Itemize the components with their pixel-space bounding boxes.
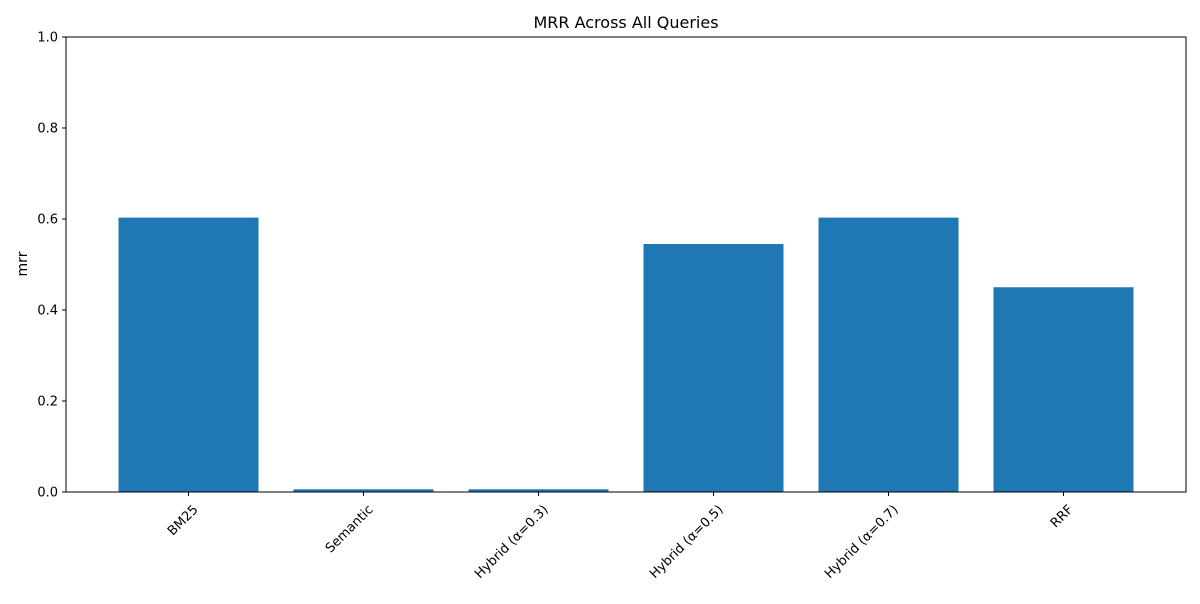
- y-tick-label: 0.8: [37, 122, 58, 137]
- x-tick-label: Hybrid (α=0.3): [472, 502, 551, 581]
- plot-frame: [65, 36, 1187, 493]
- x-tick-label: Hybrid (α=0.5): [647, 502, 726, 581]
- y-tick-label: 1.0: [37, 31, 58, 46]
- plot-area: 0.0 0.2 0.4 0.6 0.8 1.0 BM25 Semantic Hybrid (α=…: [37, 31, 1187, 582]
- bar: [818, 217, 959, 492]
- y-tick-label: 0.2: [37, 395, 58, 410]
- chart-title: MRR Across All Queries: [533, 13, 718, 32]
- x-tick-label: BM25: [165, 502, 202, 539]
- bar: [643, 244, 784, 492]
- x-tick-label: RRF: [1048, 502, 1077, 531]
- y-axis-title: mrr: [15, 251, 31, 276]
- x-tick-label: Semantic: [323, 502, 377, 556]
- bar: [468, 489, 609, 492]
- bar: [993, 287, 1134, 492]
- bar: [293, 489, 434, 492]
- y-tick-label: 0.0: [37, 486, 58, 501]
- y-tick-label: 0.4: [37, 304, 58, 319]
- bar: [118, 217, 259, 492]
- y-tick-label: 0.6: [37, 213, 58, 228]
- x-tick-label: Hybrid (α=0.7): [822, 502, 901, 581]
